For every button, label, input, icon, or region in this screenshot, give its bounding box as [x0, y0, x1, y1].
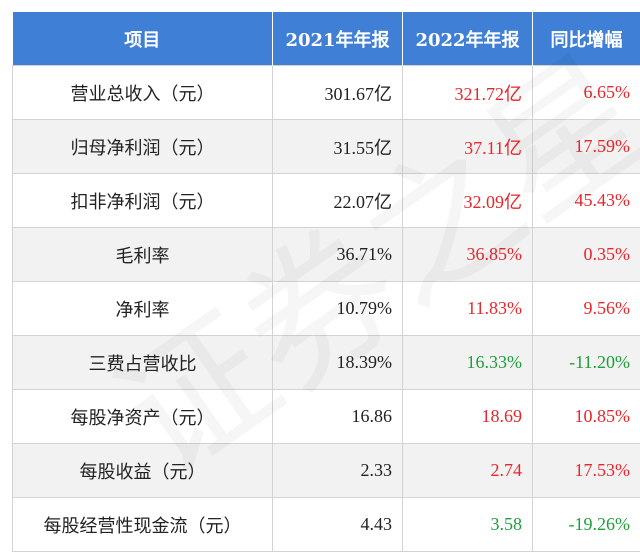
row-value-2022: 32.09亿 — [403, 174, 533, 228]
row-yoy-change: 45.43% — [533, 174, 640, 228]
row-value-2022: 16.33% — [403, 336, 533, 390]
row-value-2021: 301.67亿 — [273, 66, 403, 120]
row-yoy-change: 9.56% — [533, 282, 640, 336]
row-value-2021: 4.43 — [273, 498, 403, 552]
row-yoy-change: 17.59% — [533, 120, 640, 174]
row-yoy-change: -19.26% — [533, 498, 640, 552]
row-item-name: 归母净利润（元） — [13, 120, 273, 174]
row-yoy-change: 17.53% — [533, 444, 640, 498]
row-value-2022: 37.11亿 — [403, 120, 533, 174]
row-item-name: 每股经营性现金流（元） — [13, 498, 273, 552]
row-yoy-change: 10.85% — [533, 390, 640, 444]
header-yoy-change: 同比增幅 — [533, 12, 640, 66]
row-yoy-change: 6.65% — [533, 66, 640, 120]
table-header-row: 项目 2021年年报 2022年年报 同比增幅 — [13, 12, 640, 66]
header-2021-report: 2021年年报 — [273, 12, 403, 66]
row-value-2021: 36.71% — [273, 228, 403, 282]
header-2022-report: 2022年年报 — [403, 12, 533, 66]
row-value-2021: 18.39% — [273, 336, 403, 390]
row-value-2022: 321.72亿 — [403, 66, 533, 120]
row-value-2022: 18.69 — [403, 390, 533, 444]
row-value-2022: 3.58 — [403, 498, 533, 552]
row-item-name: 毛利率 — [13, 228, 273, 282]
row-value-2022: 2.74 — [403, 444, 533, 498]
row-value-2021: 10.79% — [273, 282, 403, 336]
row-value-2021: 16.86 — [273, 390, 403, 444]
row-yoy-change: -11.20% — [533, 336, 640, 390]
row-value-2022: 11.83% — [403, 282, 533, 336]
row-value-2021: 22.07亿 — [273, 174, 403, 228]
row-value-2021: 31.55亿 — [273, 120, 403, 174]
row-value-2021: 2.33 — [273, 444, 403, 498]
row-item-name: 营业总收入（元） — [13, 66, 273, 120]
row-yoy-change: 0.35% — [533, 228, 640, 282]
row-item-name: 扣非净利润（元） — [13, 174, 273, 228]
row-item-name: 净利率 — [13, 282, 273, 336]
row-item-name: 每股净资产（元） — [13, 390, 273, 444]
row-item-name: 三费占营收比 — [13, 336, 273, 390]
header-item: 项目 — [13, 12, 273, 66]
row-item-name: 每股收益（元） — [13, 444, 273, 498]
row-value-2022: 36.85% — [403, 228, 533, 282]
